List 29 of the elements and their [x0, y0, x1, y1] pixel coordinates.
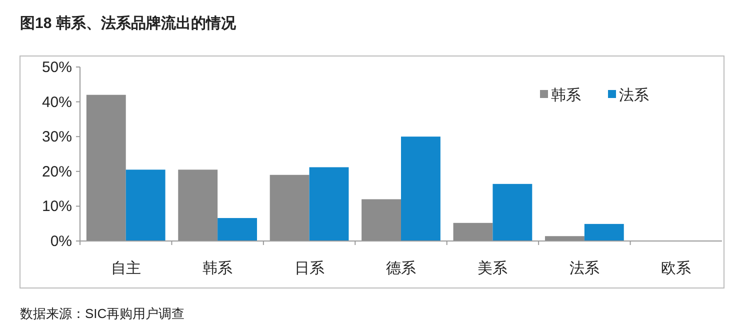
y-tick-label: 20% — [42, 163, 72, 180]
x-tick-label: 日系 — [294, 260, 324, 277]
y-tick-label: 50% — [42, 59, 72, 76]
bar — [178, 170, 218, 241]
bar — [544, 236, 584, 241]
bar — [401, 136, 440, 241]
bar — [362, 199, 401, 241]
x-tick-label: 欧系 — [661, 260, 692, 277]
bar — [309, 167, 349, 241]
bar — [86, 94, 126, 241]
bar — [218, 218, 258, 241]
source-note: 数据来源：SIC再购用户调查 — [20, 306, 185, 321]
bar — [453, 222, 493, 241]
legend-label: 法系 — [619, 87, 649, 104]
bar — [126, 170, 166, 241]
chart-title: 图18 韩系、法系品牌流出的情况 — [20, 14, 237, 32]
x-tick-label: 德系 — [386, 260, 416, 277]
y-tick-label: 0% — [50, 233, 72, 250]
x-tick-label: 韩系 — [202, 260, 233, 277]
y-tick-label: 40% — [42, 94, 72, 111]
bar — [492, 184, 532, 241]
legend-label: 韩系 — [551, 87, 581, 104]
y-tick-label: 10% — [42, 198, 72, 216]
x-tick-label: 法系 — [569, 260, 600, 277]
x-tick-label: 自主 — [110, 260, 141, 277]
y-tick-label: 30% — [42, 128, 72, 146]
bar — [270, 174, 310, 241]
x-tick-label: 美系 — [478, 260, 508, 277]
bar — [584, 224, 624, 241]
